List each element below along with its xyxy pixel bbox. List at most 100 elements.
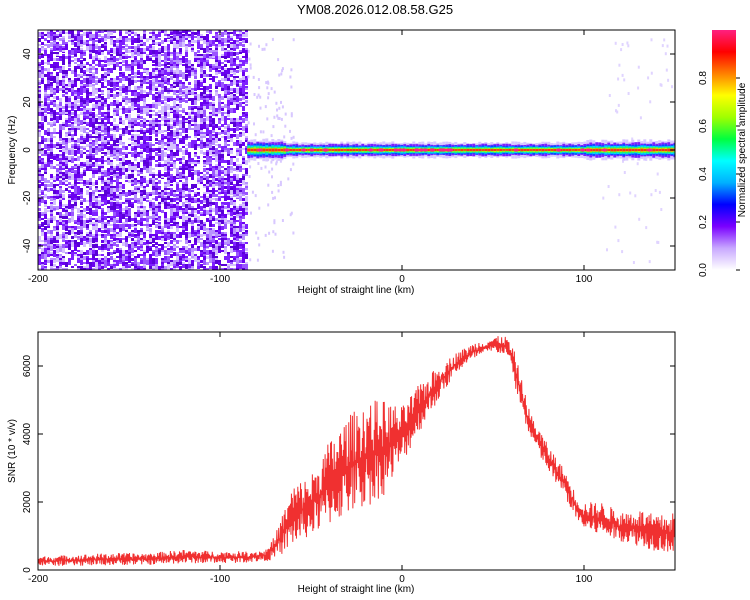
noise-cell [182, 140, 185, 143]
noise-cell [215, 182, 218, 184]
noise-cell [41, 266, 44, 268]
noise-cell [245, 224, 248, 229]
noise-cell [185, 34, 188, 37]
noise-cell [104, 64, 107, 67]
noise-cell [134, 142, 137, 147]
noise-cell [209, 66, 212, 68]
noise-cell [113, 110, 116, 113]
noise-cell [179, 52, 182, 55]
noise-cell [170, 156, 173, 161]
noise-cell [212, 234, 215, 236]
noise-cell [131, 174, 134, 178]
noise-cell [209, 228, 212, 231]
noise-cell [131, 40, 134, 45]
noise-cell [155, 134, 158, 136]
noise-cell [116, 52, 119, 56]
noise-cell [137, 70, 140, 72]
noise-cell [62, 260, 65, 262]
noise-cell [239, 68, 242, 72]
noise-cell [140, 160, 143, 162]
noise-cell [41, 136, 44, 139]
noise-cell [71, 90, 74, 92]
noise-cell [50, 258, 53, 260]
noise-cell [170, 110, 173, 112]
noise-cell [137, 254, 140, 258]
noise-cell [273, 219, 276, 223]
noise-cell [209, 56, 212, 59]
noise-cell [104, 264, 107, 268]
noise-cell [56, 194, 59, 197]
noise-cell [230, 50, 233, 52]
noise-cell [101, 222, 104, 225]
noise-cell [137, 92, 140, 97]
noise-cell [256, 258, 259, 262]
noise-cell [56, 154, 59, 157]
noise-cell [152, 126, 155, 130]
noise-cell [242, 34, 245, 37]
noise-cell [131, 94, 134, 96]
noise-cell [227, 144, 230, 146]
noise-cell [137, 102, 140, 105]
noise-cell [62, 198, 65, 200]
noise-cell [110, 186, 113, 189]
noise-cell [68, 102, 71, 107]
noise-cell [47, 226, 50, 228]
noise-cell [104, 104, 107, 107]
noise-cell [116, 240, 119, 243]
noise-cell [221, 202, 224, 205]
noise-cell [152, 30, 155, 32]
noise-cell [173, 212, 176, 217]
noise-cell [107, 248, 110, 251]
noise-cell [203, 268, 206, 270]
noise-cell [134, 268, 137, 270]
noise-cell [242, 106, 245, 108]
noise-cell [209, 144, 212, 149]
noise-cell [230, 92, 233, 94]
noise-cell [89, 142, 92, 144]
noise-cell [158, 130, 161, 134]
noise-cell [86, 94, 89, 96]
noise-cell [38, 90, 41, 93]
noise-cell [203, 96, 206, 98]
noise-cell [245, 58, 248, 61]
noise-cell [104, 200, 107, 205]
noise-cell [119, 158, 122, 161]
noise-cell [236, 262, 239, 264]
noise-cell [62, 152, 65, 155]
noise-cell [110, 256, 113, 260]
noise-cell [89, 64, 92, 66]
noise-cell [101, 64, 104, 66]
noise-cell [125, 92, 128, 95]
noise-cell [161, 232, 164, 234]
noise-cell [203, 256, 206, 260]
noise-cell [143, 198, 146, 201]
noise-cell [647, 76, 650, 80]
noise-cell [119, 152, 122, 155]
noise-cell [218, 138, 221, 141]
noise-cell [209, 216, 212, 218]
noise-cell [38, 212, 41, 217]
noise-cell [197, 128, 200, 130]
noise-cell [119, 122, 122, 124]
noise-cell [245, 252, 248, 255]
noise-cell [68, 80, 71, 82]
noise-cell [221, 210, 224, 214]
noise-cell [53, 68, 56, 70]
noise-cell [215, 148, 218, 152]
noise-cell [194, 72, 197, 75]
noise-cell [89, 266, 92, 270]
noise-cell [176, 204, 179, 207]
noise-cell [273, 221, 276, 225]
noise-cell [137, 130, 140, 132]
noise-cell [176, 228, 179, 232]
noise-cell [203, 200, 206, 203]
noise-cell [245, 124, 248, 126]
noise-cell [203, 164, 206, 166]
noise-cell [224, 170, 227, 175]
noise-cell [77, 236, 80, 238]
noise-cell [203, 210, 206, 214]
noise-cell [215, 76, 218, 78]
noise-cell [218, 192, 221, 194]
noise-cell [92, 118, 95, 122]
noise-cell [200, 238, 203, 240]
